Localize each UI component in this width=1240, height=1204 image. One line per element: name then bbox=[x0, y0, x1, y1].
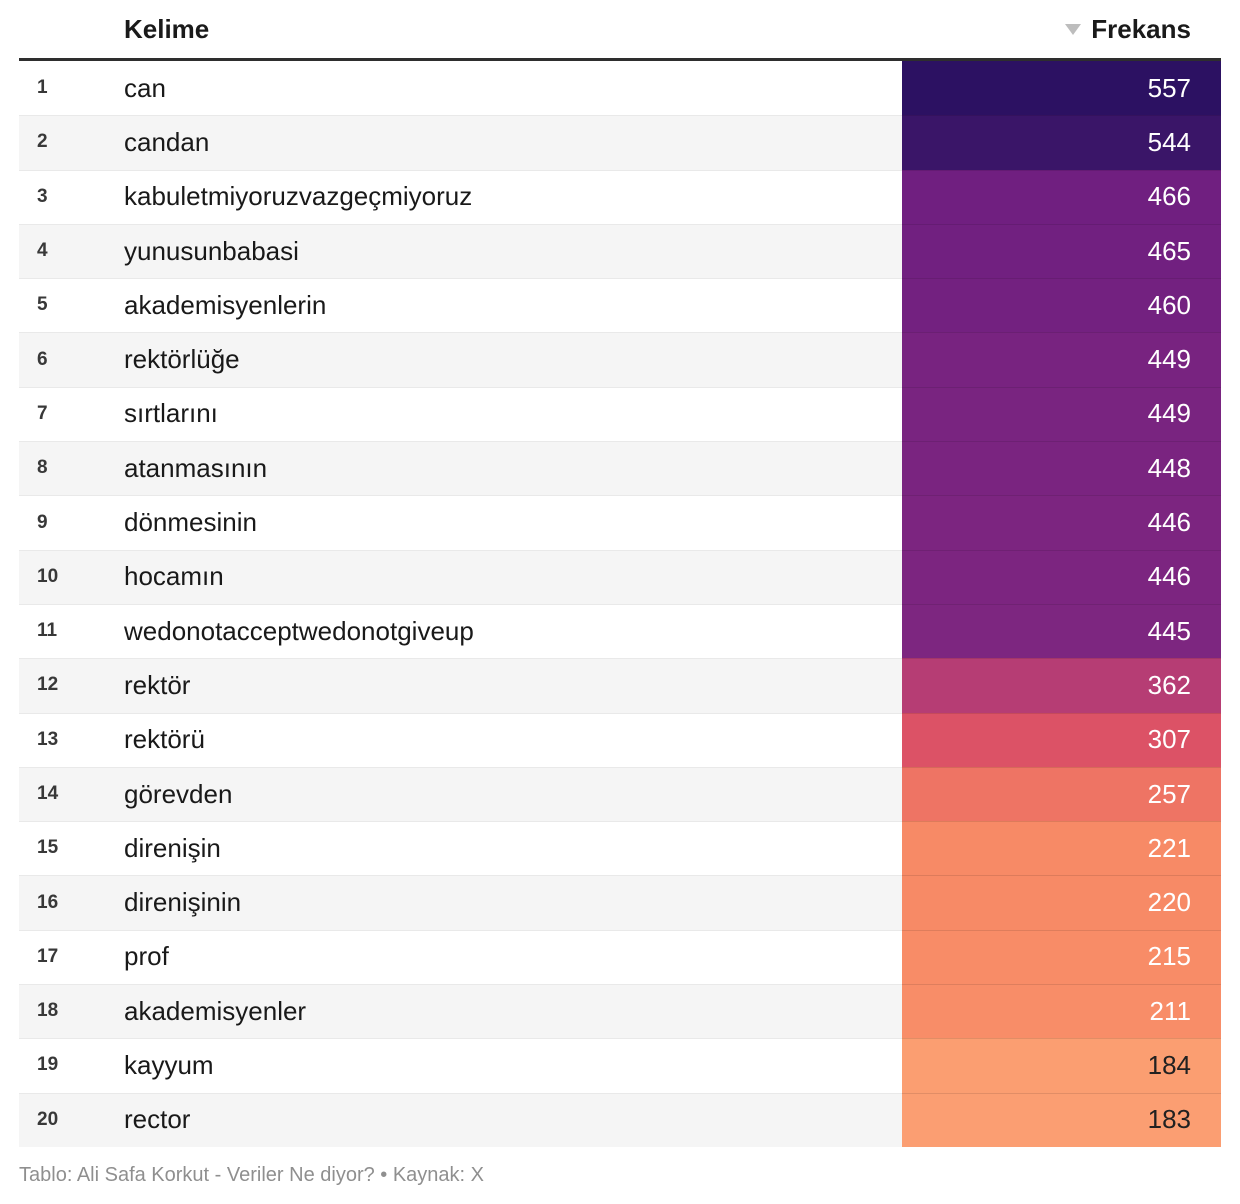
table-row: 2 candan 544 bbox=[19, 115, 1221, 170]
word-cell: prof bbox=[124, 930, 902, 984]
word-cell: wedonotacceptwedonotgiveup bbox=[124, 604, 902, 658]
word-cell: kayyum bbox=[124, 1038, 902, 1092]
word-cell: kabuletmiyoruzvazgeçmiyoruz bbox=[124, 170, 902, 224]
rank-cell: 1 bbox=[37, 77, 48, 99]
frequency-cell: 449 bbox=[902, 386, 1221, 442]
word-cell: can bbox=[124, 72, 166, 103]
sort-desc-icon bbox=[1065, 23, 1082, 35]
rank-cell: 6 bbox=[19, 332, 124, 386]
frequency-cell: 257 bbox=[902, 766, 1221, 822]
table-row: 1 can 557 bbox=[19, 61, 1221, 116]
rank-cell: 3 bbox=[19, 170, 124, 224]
frequency-cell: 183 bbox=[902, 1092, 1221, 1147]
table-row: 14 görevden 257 bbox=[19, 766, 1221, 822]
frequency-table: Kelime Frekans 1 can 557 2 candan 544 3 kabulet… bbox=[19, 0, 1221, 1147]
table-row: 4 yunusunbabasi 465 bbox=[19, 223, 1221, 279]
rank-cell: 16 bbox=[19, 875, 124, 929]
rank-cell: 12 bbox=[19, 658, 124, 712]
frequency-cell: 466 bbox=[902, 169, 1221, 224]
word-cell: rector bbox=[124, 1093, 902, 1147]
table-body: 1 can 557 2 candan 544 3 kabuletmiyoruzvazgeçmi… bbox=[19, 61, 1221, 1147]
word-cell: rektör bbox=[124, 658, 902, 712]
frequency-cell: 544 bbox=[902, 115, 1221, 170]
table-row: 16 direnişinin 220 bbox=[19, 875, 1221, 930]
table-row: 7 sırtlarını 449 bbox=[19, 386, 1221, 442]
table-header-row: Kelime Frekans bbox=[19, 0, 1221, 61]
frequency-cell: 184 bbox=[902, 1038, 1221, 1093]
frequency-cell: 465 bbox=[902, 223, 1221, 279]
word-cell: görevden bbox=[124, 767, 902, 821]
rank-cell: 20 bbox=[19, 1093, 124, 1147]
rank-cell: 13 bbox=[19, 713, 124, 767]
rank-cell: 8 bbox=[19, 441, 124, 495]
table-row: 5 akademisyenlerin 460 bbox=[19, 278, 1221, 333]
rank-cell: 14 bbox=[19, 767, 124, 821]
frequency-cell: 362 bbox=[902, 658, 1221, 713]
frequency-cell: 446 bbox=[902, 549, 1221, 604]
frequency-cell: 460 bbox=[902, 278, 1221, 333]
frequency-cell: 215 bbox=[902, 929, 1221, 985]
rank-cell: 11 bbox=[19, 604, 124, 658]
rank-cell: 17 bbox=[19, 930, 124, 984]
word-cell: akademisyenler bbox=[124, 984, 902, 1038]
table-row: 9 dönmesinin 446 bbox=[19, 495, 1221, 550]
table-row: 12 rektör 362 bbox=[19, 658, 1221, 713]
word-cell: sırtlarını bbox=[124, 387, 902, 441]
table-row: 3 kabuletmiyoruzvazgeçmiyoruz 466 bbox=[19, 169, 1221, 224]
table-row: 19 kayyum 184 bbox=[19, 1038, 1221, 1093]
word-cell: hocamın bbox=[124, 550, 902, 604]
rank-cell: 19 bbox=[19, 1038, 124, 1092]
table-row: 6 rektörlüğe 449 bbox=[19, 332, 1221, 387]
table-row: 17 prof 215 bbox=[19, 929, 1221, 985]
word-cell: dönmesinin bbox=[124, 495, 902, 549]
word-cell: rektörü bbox=[124, 713, 902, 767]
frequency-cell: 220 bbox=[902, 875, 1221, 930]
frequency-cell: 445 bbox=[902, 603, 1221, 659]
column-header-kelime[interactable]: Kelime bbox=[124, 13, 210, 44]
frequency-cell: 307 bbox=[902, 712, 1221, 767]
rank-cell: 5 bbox=[19, 278, 124, 332]
rank-cell: 4 bbox=[19, 224, 124, 278]
word-cell: atanmasının bbox=[124, 441, 902, 495]
word-cell: rektörlüğe bbox=[124, 332, 902, 386]
word-cell: direnişin bbox=[124, 821, 902, 875]
table-row: 11 wedonotacceptwedonotgiveup 445 bbox=[19, 603, 1221, 659]
frequency-cell: 211 bbox=[902, 984, 1221, 1039]
table-row: 13 rektörü 307 bbox=[19, 712, 1221, 767]
frequency-cell: 446 bbox=[902, 495, 1221, 550]
table-footer: Tablo: Ali Safa Korkut - Veriler Ne diyo… bbox=[19, 1163, 484, 1186]
word-cell: yunusunbabasi bbox=[124, 224, 902, 278]
table-row: 8 atanmasının 448 bbox=[19, 441, 1221, 496]
rank-cell: 9 bbox=[19, 495, 124, 549]
word-cell: candan bbox=[124, 115, 902, 169]
table-row: 20 rector 183 bbox=[19, 1092, 1221, 1147]
word-cell: direnişinin bbox=[124, 875, 902, 929]
rank-cell: 15 bbox=[19, 821, 124, 875]
rank-cell: 18 bbox=[19, 984, 124, 1038]
table-row: 15 direnişin 221 bbox=[19, 821, 1221, 876]
frequency-cell: 557 bbox=[902, 61, 1221, 116]
column-header-frekans[interactable]: Frekans bbox=[902, 14, 1221, 45]
rank-cell: 7 bbox=[19, 387, 124, 441]
frequency-cell: 221 bbox=[902, 821, 1221, 876]
column-header-frekans-label: Frekans bbox=[1091, 13, 1191, 44]
table-row: 18 akademisyenler 211 bbox=[19, 984, 1221, 1039]
rank-cell: 10 bbox=[19, 550, 124, 604]
frequency-cell: 448 bbox=[902, 441, 1221, 496]
table-row: 10 hocamın 446 bbox=[19, 549, 1221, 604]
rank-cell: 2 bbox=[19, 115, 124, 169]
word-cell: akademisyenlerin bbox=[124, 278, 902, 332]
frequency-cell: 449 bbox=[902, 332, 1221, 387]
